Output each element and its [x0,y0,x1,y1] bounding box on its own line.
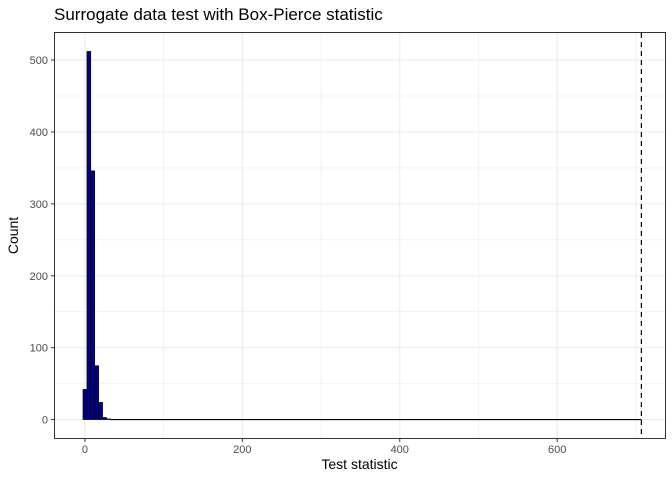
x-axis-title: Test statistic [321,456,397,472]
y-tick-label: 0 [42,415,48,427]
x-tick-label: 400 [391,444,409,456]
bars-layer [82,51,642,421]
chart-title: Surrogate data test with Box-Pierce stat… [54,5,383,24]
grid-layer [55,33,665,438]
x-tick-label: 0 [82,444,88,456]
x-tick-label: 200 [233,444,251,456]
y-tick-label: 200 [30,271,48,283]
y-tick-label: 100 [30,343,48,355]
y-axis-title: Count [5,217,21,254]
y-axis: 0 100 200 300 400 500 [30,55,55,427]
histogram-bar [90,170,95,420]
histogram-bar [98,402,103,420]
y-tick-label: 500 [30,55,48,67]
x-tick-label: 600 [548,444,566,456]
histogram-bar [102,417,107,420]
panel-border [54,32,666,439]
histogram-bar [82,389,88,420]
x-axis: 0 200 400 600 [82,438,566,456]
histogram-bar [94,365,99,420]
y-tick-label: 400 [30,127,48,139]
histogram-bar [86,51,92,420]
histogram-bar [106,418,111,420]
y-tick-label: 300 [30,199,48,211]
